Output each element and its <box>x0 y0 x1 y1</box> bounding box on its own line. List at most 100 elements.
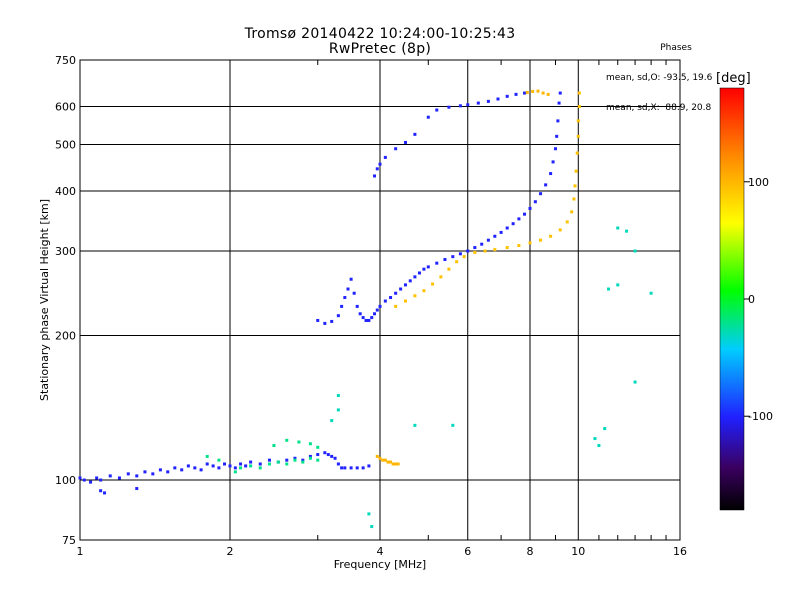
data-point <box>217 458 221 462</box>
data-point <box>533 200 537 204</box>
data-point <box>301 460 305 464</box>
data-point <box>573 184 577 188</box>
data-point <box>375 167 379 171</box>
data-point <box>285 462 289 466</box>
data-point <box>126 472 130 476</box>
data-point <box>244 464 248 468</box>
data-point <box>523 212 527 216</box>
data-point <box>308 456 312 460</box>
data-point <box>435 108 439 112</box>
data-point <box>330 319 334 323</box>
data-point <box>417 271 421 275</box>
data-point <box>355 304 359 308</box>
grid-lines <box>80 60 680 540</box>
data-point <box>531 89 535 93</box>
data-point <box>193 466 197 470</box>
data-point <box>166 470 170 474</box>
data-point <box>523 91 527 95</box>
data-point <box>233 470 237 474</box>
data-point <box>99 489 103 493</box>
data-point <box>364 318 368 322</box>
data-point <box>375 454 379 458</box>
colorbar-label: [deg] <box>716 71 751 86</box>
data-point <box>285 438 289 442</box>
data-point <box>539 238 543 242</box>
data-point <box>205 454 209 458</box>
data-point <box>413 275 417 279</box>
data-point <box>473 246 477 250</box>
data-point <box>593 437 597 441</box>
data-point <box>211 464 215 468</box>
data-point <box>558 228 562 232</box>
y-tick-label: 600 <box>55 101 76 114</box>
data-point <box>199 468 203 472</box>
data-point <box>616 226 620 230</box>
data-point <box>340 466 344 470</box>
data-point <box>394 291 398 295</box>
x-tick-label: 1 <box>77 545 84 558</box>
data-point <box>496 97 500 101</box>
data-point <box>336 462 340 466</box>
data-point <box>373 312 377 316</box>
data-point <box>103 491 107 495</box>
data-point <box>285 458 289 462</box>
data-point <box>383 458 387 462</box>
data-point <box>517 244 521 248</box>
data-point <box>394 462 398 466</box>
data-point <box>597 444 601 448</box>
x-tick-label: 8 <box>527 545 534 558</box>
x-tick-label: 10 <box>571 545 585 558</box>
data-point <box>389 460 393 464</box>
data-point <box>458 104 462 108</box>
data-point <box>408 279 412 283</box>
data-point <box>293 458 297 462</box>
data-point <box>426 115 430 119</box>
data-point <box>367 464 371 468</box>
data-point <box>565 220 569 224</box>
data-point <box>625 229 629 233</box>
data-point <box>528 241 532 245</box>
data-point <box>539 192 543 196</box>
data-point <box>574 169 578 173</box>
chart-subtitle: RwPretec (8p) <box>328 41 432 57</box>
data-point <box>443 258 447 262</box>
data-point <box>555 134 559 138</box>
data-point <box>575 151 579 155</box>
data-point <box>558 91 562 95</box>
data-point <box>431 282 435 286</box>
data-point <box>258 466 262 470</box>
data-point <box>186 464 190 468</box>
data-point <box>546 92 550 96</box>
data-point <box>316 458 320 462</box>
data-point <box>276 460 280 464</box>
data-point <box>466 249 470 253</box>
data-point <box>505 94 509 98</box>
data-point <box>544 183 548 187</box>
data-point <box>117 476 121 480</box>
data-point <box>89 480 93 484</box>
data-point <box>330 419 334 423</box>
data-point <box>447 105 451 109</box>
data-point <box>108 474 112 478</box>
chart-title: Tromsø 20140422 10:24:00-10:25:43 <box>244 26 516 42</box>
data-point <box>308 442 312 446</box>
x-tick-label: 2 <box>227 545 234 558</box>
data-point <box>633 249 637 253</box>
phases-box: Phases mean, sd,O: -93.5, 19.6 mean, sd,… <box>606 23 796 123</box>
data-point <box>483 249 487 253</box>
y-tick-label: 75 <box>62 534 76 547</box>
data-point <box>514 92 518 96</box>
data-point <box>233 466 237 470</box>
y-tick-label: 300 <box>55 245 76 258</box>
colorbar-gradient <box>719 87 745 511</box>
data-point <box>577 105 581 109</box>
data-point <box>603 427 607 431</box>
data-point <box>426 265 430 269</box>
data-point <box>343 466 347 470</box>
data-point <box>466 103 470 107</box>
data-point <box>572 197 576 201</box>
data-point <box>349 466 353 470</box>
y-tick-label: 200 <box>55 330 76 343</box>
y-tick-label: 750 <box>55 54 76 67</box>
data-point <box>239 462 243 466</box>
